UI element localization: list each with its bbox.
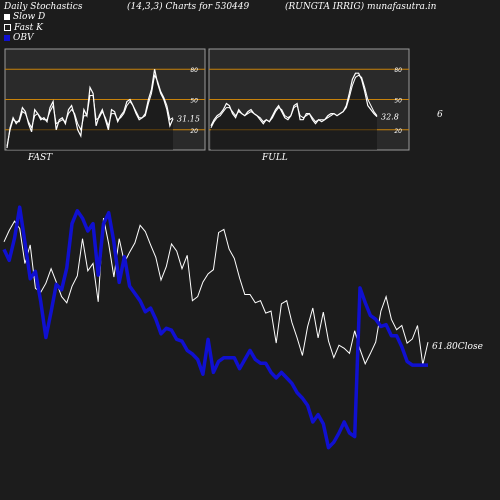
close-price-line: [3, 218, 429, 366]
legend-label-slow-d: Slow D: [13, 12, 46, 22]
side-value: 6: [437, 110, 443, 120]
fast-panel-label: FAST: [28, 153, 53, 163]
legend-item-fast-k: Fast K: [4, 23, 45, 34]
fast-slow-d-area: [7, 75, 173, 150]
full-tick-label-20: 20: [394, 128, 402, 135]
obv-line: [2, 205, 428, 450]
full-last-value-label: 32.8: [381, 113, 399, 122]
full-fast-k-line: [210, 72, 378, 127]
fast-tick-label-80: 80: [190, 67, 198, 74]
chart-title-center: (14,3,3) Charts for 530449: [127, 2, 250, 12]
legend-swatch-fast-k: [4, 24, 11, 32]
full-tick-label-80: 80: [394, 67, 402, 74]
legend-swatch-obv: [4, 35, 10, 42]
full-tick-label-50: 50: [394, 98, 402, 105]
legend-label-obv: OBV: [13, 33, 34, 43]
fast-last-value-label: 31.15: [177, 115, 200, 124]
legend-swatch-slow-d: [4, 14, 10, 21]
legend: Slow D Fast K OBV: [4, 12, 45, 44]
legend-item-slow-d: Slow D: [4, 12, 45, 23]
fast-slow-d-line: [6, 73, 174, 147]
close-value-label: 61.80Close: [432, 342, 483, 352]
legend-label-fast-k: Fast K: [14, 22, 43, 33]
fast-tick-label-20: 20: [190, 128, 198, 135]
fast-fast-k-line: [6, 69, 174, 149]
legend-item-obv: OBV: [4, 33, 45, 44]
full-panel-label: FULL: [262, 153, 288, 163]
full-slow-d-area: [211, 75, 377, 150]
fast-tick-label-50: 50: [190, 98, 198, 105]
chart-title-left: Daily Stochastics: [4, 2, 83, 12]
chart-title-right: (RUNGTA IRRIG) munafasutra.in: [285, 2, 437, 12]
